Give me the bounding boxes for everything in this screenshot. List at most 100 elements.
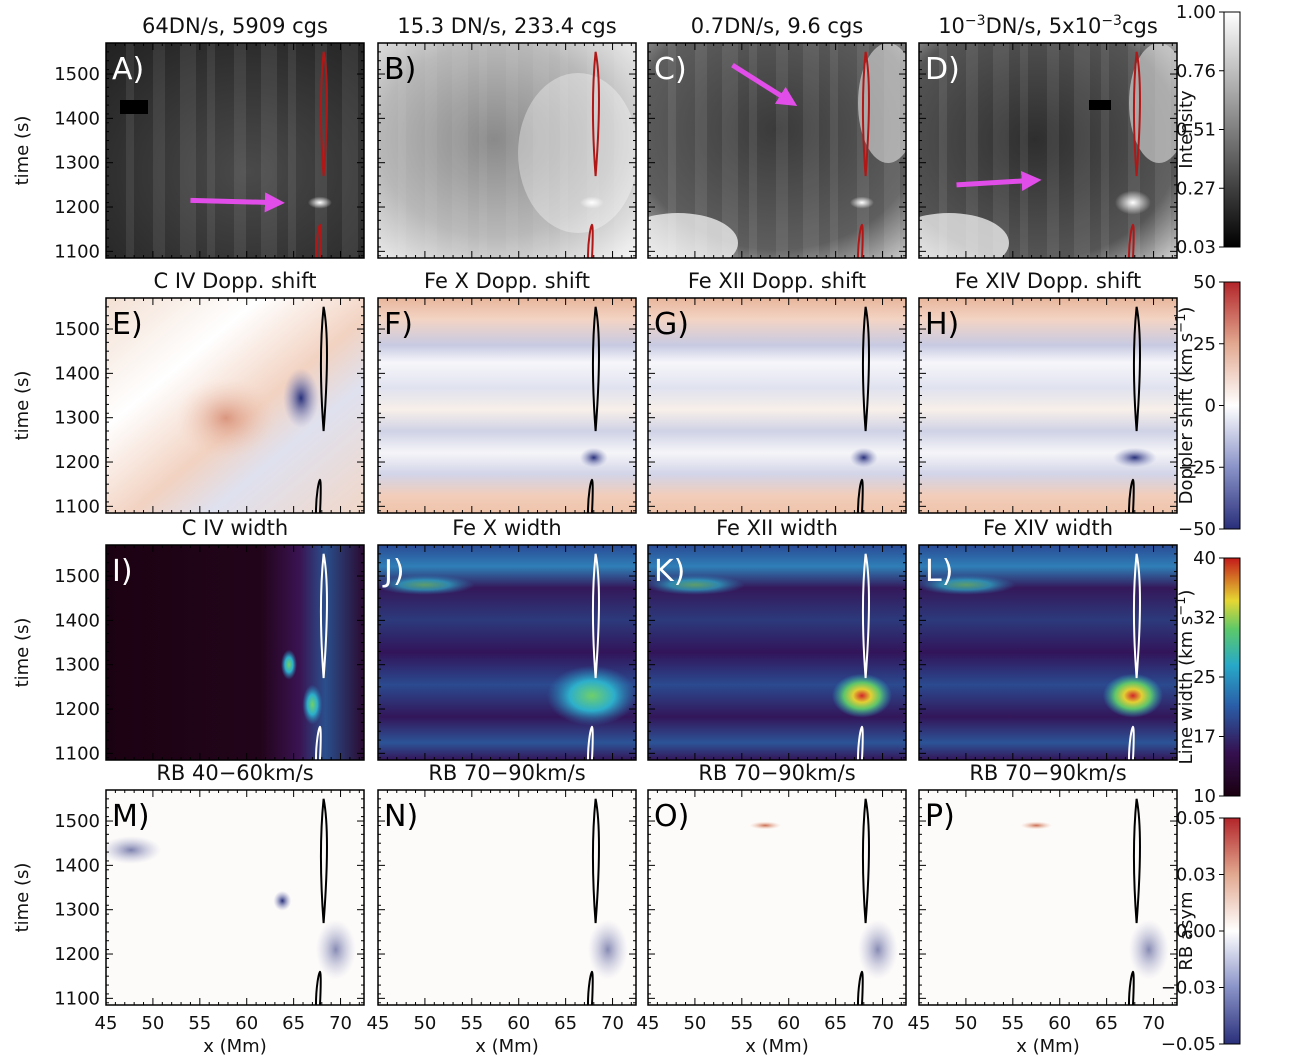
panel-title: 10−3DN/s, 5x10−3cgs [938, 13, 1158, 38]
panel-title: Fe X Dopp. shift [424, 269, 590, 293]
contour-lower [1127, 970, 1135, 1006]
x-tick-label: 50 [683, 1013, 706, 1034]
x-tick-label: 50 [413, 1013, 436, 1034]
contour-lower [314, 223, 322, 259]
panel-label: D) [925, 52, 960, 87]
annotation-arrow [731, 63, 798, 106]
panel-title: 0.7DN/s, 9.6 cgs [691, 14, 864, 38]
annotation-arrow [190, 192, 285, 213]
contour-upper [319, 51, 329, 177]
panel-frame [918, 544, 1178, 761]
panel-title: Fe X width [452, 516, 561, 540]
panel-label: L) [925, 554, 953, 589]
annotation-arrow [956, 171, 1042, 191]
contour-lower [586, 725, 594, 761]
y-tick-label: 1500 [54, 811, 100, 832]
x-axis-label: x (Mm) [475, 1036, 538, 1057]
y-axis-label: time (s) [12, 371, 33, 441]
x-tick-label: 55 [1001, 1013, 1024, 1034]
panel-label: O) [654, 799, 689, 834]
contour-upper [861, 306, 871, 432]
colorbar-tick-label: 0.03 [1176, 865, 1216, 886]
panel-title: C IV width [182, 516, 288, 540]
y-tick-label: 1100 [54, 241, 100, 262]
y-tick-label: 1300 [54, 900, 100, 921]
panel-label: G) [654, 307, 689, 342]
y-axis-label: time (s) [12, 116, 33, 186]
y-tick-label: 1300 [54, 655, 100, 676]
panel-label: B) [384, 52, 416, 87]
y-tick-label: 1200 [54, 699, 100, 720]
contour-upper [1132, 798, 1142, 924]
x-tick-label: 45 [367, 1013, 390, 1034]
x-axis-label: x (Mm) [1016, 1036, 1079, 1057]
panel-h: Fe XIV Dopp. shift H) [918, 269, 1178, 514]
x-tick-label: 60 [777, 1013, 800, 1034]
panel-label: N) [384, 799, 418, 834]
colorbar-rb: 0.05 0.03 0.00 −0.03 −0.05 RB asym [1161, 808, 1241, 1055]
contour-lower [1127, 478, 1135, 514]
panel-label: F) [384, 307, 413, 342]
y-tick-label: 1300 [54, 408, 100, 429]
panel-p: RB 70−90km/s P) 45 50 55 60 65 70 x (Mm) [908, 761, 1178, 1057]
colorbar-tick-label: 0.00 [1176, 921, 1216, 942]
y-tick-label: 1400 [54, 363, 100, 384]
colorbar-width: 40 32 25 17 10 Line width (km s−1) [1174, 548, 1241, 807]
panel-label: H) [925, 307, 959, 342]
panel-title: 64DN/s, 5909 cgs [142, 14, 328, 38]
panel-frame [647, 42, 907, 259]
x-tick-label: 50 [954, 1013, 977, 1034]
contour-lower [856, 970, 864, 1006]
x-tick-label: 55 [188, 1013, 211, 1034]
x-tick-label: 65 [824, 1013, 847, 1034]
colorbar-tick-label: 0 [1205, 396, 1216, 417]
panel-label: P) [925, 799, 955, 834]
x-tick-label: 65 [1095, 1013, 1118, 1034]
colorbar-tick-label: 40 [1193, 548, 1216, 569]
contour-lower [586, 970, 594, 1006]
panel-label: I) [112, 554, 133, 589]
colorbar-doppler: 50 25 0 −25 −50 Doppler shift (km s−1) [1174, 272, 1241, 540]
panel-j: Fe X width J) [377, 516, 637, 761]
x-tick-label: 60 [507, 1013, 530, 1034]
y-axis-label: time (s) [12, 863, 33, 933]
panel-frame [105, 42, 365, 259]
x-tick-label: 45 [637, 1013, 660, 1034]
contour-lower [856, 478, 864, 514]
x-axis-label: x (Mm) [745, 1036, 808, 1057]
colorbar-tick-label: 0.51 [1176, 120, 1216, 141]
contour-upper [319, 798, 329, 924]
contour-upper [319, 306, 329, 432]
panel-g: Fe XII Dopp. shift G) [647, 269, 907, 514]
panel-d: 10−3DN/s, 5x10−3cgs D) [918, 13, 1178, 259]
panel-l: Fe XIV width L) [918, 516, 1178, 761]
panel-title: Fe XII width [716, 516, 838, 540]
contour-lower [314, 970, 322, 1006]
colorbar-label: RB asym [1176, 891, 1197, 970]
colorbar-tick-label: 1.00 [1176, 2, 1216, 23]
panel-title: Fe XIV width [983, 516, 1113, 540]
colorbar-tick-label: 50 [1193, 272, 1216, 293]
colorbar-tick-label: −0.03 [1161, 978, 1216, 999]
panel-f: Fe X Dopp. shift F) [377, 269, 637, 514]
panel-m: RB 40−60km/sM) 1500 1400 1300 1200 1100 time (… [12, 761, 365, 1057]
x-tick-label: 60 [235, 1013, 258, 1034]
contour-lower [856, 725, 864, 761]
colorbar-tick-label: −0.05 [1161, 1034, 1216, 1055]
contour-lower [586, 478, 594, 514]
panel-n: RB 70−90km/s N) 45 50 55 60 65 70 x (Mm) [367, 761, 637, 1057]
panel-frame [918, 297, 1178, 514]
panel-a: 64DN/s, 5909 cgs A) 1500 1400 1300 1200 1100 ti… [12, 14, 365, 262]
panel-frame [105, 789, 365, 1006]
y-tick-label: 1100 [54, 496, 100, 517]
colorbar-tick-label: 0.05 [1176, 808, 1216, 829]
panel-frame [377, 544, 637, 761]
panel-frame [647, 544, 907, 761]
contour-lower [1127, 725, 1135, 761]
x-tick-label: 50 [141, 1013, 164, 1034]
x-tick-label: 65 [554, 1013, 577, 1034]
colorbar-tick-label: 0.76 [1176, 61, 1216, 82]
panel-frame [647, 789, 907, 1006]
